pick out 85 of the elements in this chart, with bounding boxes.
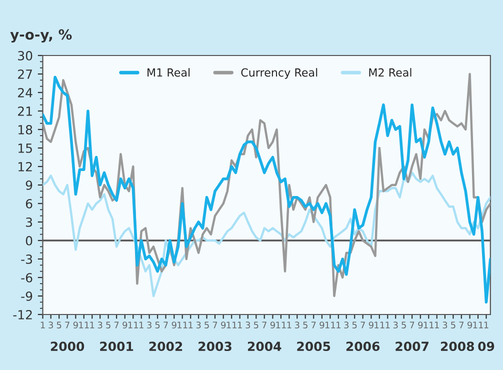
y-tick-label: -6: [21, 272, 32, 282]
x-tick-label: 1: [90, 322, 94, 328]
x-tick-label: 1: [484, 322, 488, 328]
x2-tick-label: 2000: [50, 342, 84, 352]
x-tick-label: 1: [336, 322, 340, 328]
x-tick-label: 7: [311, 322, 316, 328]
x-tick-label: 1: [139, 322, 144, 328]
x-tick-label: 11: [276, 322, 286, 328]
x2-tick-label: 2005: [297, 342, 330, 352]
x-tick-label: 5: [402, 322, 406, 328]
y-tick-label: 3: [26, 217, 32, 227]
y-axis-title: y-o-y, %: [10, 29, 72, 43]
x-tick-label: 3: [294, 322, 300, 328]
y-tick-label: 6: [26, 198, 32, 208]
y-tick-label: 15: [18, 144, 32, 153]
x-tick-label: 3: [147, 322, 152, 328]
x-tick-label: 7: [164, 322, 168, 328]
x-tick-label: 7: [360, 322, 365, 328]
x-tick-label: 9: [467, 322, 472, 328]
x-tick-label: 9: [221, 322, 226, 328]
x2-tick-label: 2001: [100, 342, 134, 352]
x2-tick-label: 09: [478, 342, 494, 352]
y-tick-label: -12: [13, 310, 32, 320]
legend-label: M2 Real: [369, 68, 412, 77]
legend-label: Currency Real: [241, 68, 318, 79]
y-tick-label: 9: [26, 180, 32, 190]
x-tick-label: 3: [196, 322, 201, 328]
x-tick-label: 9: [172, 322, 176, 328]
x-tick-label: 11: [79, 322, 89, 328]
x-tick-label: 5: [155, 322, 160, 328]
x-tick-label: 7: [114, 322, 119, 328]
x2-tick-label: 2002: [149, 342, 182, 352]
x-tick-label: 3: [393, 322, 398, 328]
legend-label: M1 Real: [148, 68, 190, 77]
y-tick-label: 0: [26, 236, 32, 246]
x2-tick-label: 2008: [440, 342, 474, 352]
line-series: [42, 172, 490, 298]
x-tick-label: 1: [386, 322, 390, 328]
x-tick-label: 1: [188, 322, 193, 328]
x2-tick-label: 2007: [396, 342, 428, 352]
x-tick-label: 3: [246, 322, 250, 328]
x-tick-label: 11: [424, 322, 434, 328]
x-tick-label: 9: [73, 322, 78, 328]
y-tick-label: -9: [21, 291, 32, 301]
x-tick-label: 1: [434, 322, 439, 328]
x-tick-label: 3: [344, 322, 349, 328]
x-tick-label: 9: [122, 322, 128, 328]
x-tick-label: 5: [451, 322, 456, 328]
x-tick-label: 9: [320, 322, 324, 328]
x-tick-label: 5: [204, 322, 209, 328]
x-tick-label: 11: [473, 322, 483, 328]
y-tick-label: 12: [18, 162, 32, 172]
y-tick-label: 21: [18, 106, 32, 116]
x-tick-label: 1: [287, 322, 292, 328]
x2-tick-label: 2003: [198, 342, 232, 352]
x-tick-label: 5: [106, 322, 110, 328]
x-tick-label: 11: [178, 322, 188, 328]
y-tick-label: 30: [18, 50, 32, 60]
y-tick-label: 18: [18, 124, 32, 134]
x-tick-label: 5: [254, 322, 258, 328]
x-tick-label: 5: [303, 322, 308, 328]
y-tick-label: 27: [18, 69, 32, 79]
x-tick-label: 3: [442, 322, 448, 328]
x-tick-label: 11: [226, 322, 236, 328]
x-tick-label: 1: [40, 322, 45, 328]
x-tick-label: 7: [65, 322, 70, 328]
x-tick-label: 5: [56, 322, 62, 328]
x-tick-label: 7: [410, 322, 414, 328]
x-tick-label: 11: [128, 322, 138, 328]
x-tick-label: 7: [212, 322, 218, 328]
x-tick-label: 5: [352, 322, 357, 328]
x2-tick-label: 2006: [346, 342, 380, 352]
x-tick-label: 3: [98, 322, 102, 328]
y-tick-label: 24: [18, 88, 32, 98]
x-tick-label: 9: [368, 322, 374, 328]
x-tick-label: 7: [262, 322, 266, 328]
x-tick-label: 11: [325, 322, 336, 328]
x-tick-label: 3: [48, 322, 53, 328]
x-tick-label: 9: [418, 322, 423, 328]
x-tick-label: 11: [374, 322, 384, 328]
x-tick-label: 7: [459, 322, 464, 328]
x-tick-label: 9: [270, 322, 275, 328]
x2-tick-label: 2004: [248, 342, 282, 352]
x-tick-label: 1: [238, 322, 242, 328]
y-tick-label: -3: [21, 254, 32, 264]
